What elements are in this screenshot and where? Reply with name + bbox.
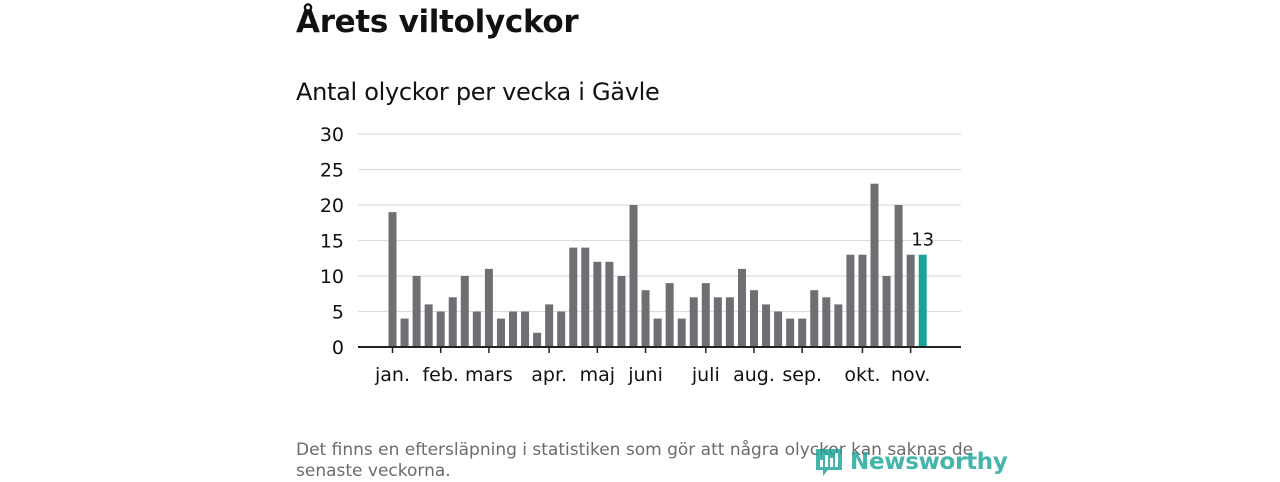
chart-title: Årets viltolyckor bbox=[296, 4, 579, 40]
y-tick-label: 0 bbox=[332, 337, 344, 359]
gridlines bbox=[358, 133, 961, 313]
bar bbox=[665, 283, 674, 347]
x-tick-label: juli bbox=[691, 364, 720, 386]
x-tick-label: juni bbox=[627, 364, 663, 386]
bar bbox=[834, 304, 843, 347]
bar-chart: 0 5 10 15 20 25 30 jan. feb. mars apr. maj juni juli… bbox=[320, 124, 961, 386]
bar bbox=[484, 268, 493, 347]
bar bbox=[906, 254, 915, 347]
bar bbox=[858, 254, 867, 347]
x-tick-label: apr. bbox=[531, 364, 567, 386]
y-tick-label: 25 bbox=[320, 160, 344, 182]
x-tick-label: nov. bbox=[891, 364, 930, 386]
bar bbox=[593, 261, 602, 347]
x-axis-ticks: jan. feb. mars apr. maj juni juli aug. sep. okt. n… bbox=[374, 347, 930, 386]
y-axis-ticks: 0 5 10 15 20 25 30 bbox=[320, 124, 344, 359]
bar bbox=[798, 318, 807, 347]
x-tick-label: mars bbox=[465, 364, 513, 386]
bar bbox=[774, 311, 783, 347]
bar bbox=[810, 290, 819, 347]
bar bbox=[533, 332, 542, 347]
bar bbox=[725, 297, 734, 347]
bar bbox=[822, 297, 831, 347]
y-tick-label: 10 bbox=[320, 266, 344, 288]
bar bbox=[677, 318, 686, 347]
x-tick-label: aug. bbox=[733, 364, 775, 386]
bar bbox=[605, 261, 614, 347]
bar bbox=[521, 311, 530, 347]
bar bbox=[737, 268, 746, 347]
bar bbox=[882, 276, 891, 347]
bar bbox=[460, 276, 469, 347]
newsworthy-logo-icon bbox=[816, 449, 842, 476]
y-tick-label: 15 bbox=[320, 231, 344, 253]
bar bbox=[653, 318, 662, 347]
bar bbox=[870, 183, 879, 347]
bar bbox=[436, 311, 445, 347]
chart-subtitle: Antal olyckor per vecka i Gävle bbox=[296, 78, 660, 106]
data-labels: 13 bbox=[911, 230, 934, 251]
bar bbox=[846, 254, 855, 347]
bar bbox=[509, 311, 517, 347]
y-tick-label: 5 bbox=[332, 302, 344, 324]
y-tick-label: 30 bbox=[320, 124, 344, 146]
bar bbox=[496, 318, 505, 347]
bar bbox=[762, 304, 771, 347]
bar bbox=[545, 304, 554, 347]
bar bbox=[617, 276, 626, 347]
bar bbox=[786, 318, 795, 347]
newsworthy-logo: Newsworthy bbox=[814, 446, 1008, 478]
bar bbox=[412, 276, 421, 347]
bar bbox=[388, 212, 397, 347]
bar bbox=[894, 205, 903, 347]
x-tick-label: maj bbox=[580, 364, 615, 386]
bar bbox=[641, 290, 650, 347]
bar bbox=[689, 297, 698, 347]
x-tick-label: jan. bbox=[374, 364, 410, 386]
newsworthy-logo-text: Newsworthy bbox=[850, 449, 1008, 475]
bar bbox=[581, 247, 590, 347]
x-tick-label: feb. bbox=[422, 364, 458, 386]
bar bbox=[400, 318, 409, 347]
bar-highlight bbox=[918, 254, 927, 347]
bar bbox=[713, 297, 722, 347]
data-label-last-week: 13 bbox=[911, 230, 934, 251]
bar bbox=[750, 290, 758, 347]
bar bbox=[629, 205, 638, 347]
x-tick-label: sep. bbox=[782, 364, 822, 386]
bar bbox=[557, 311, 566, 347]
x-tick-label: okt. bbox=[844, 364, 880, 386]
bar bbox=[701, 283, 710, 347]
footnote: Det finns en eftersläpning i statistiken… bbox=[296, 440, 974, 481]
bar bbox=[448, 297, 457, 347]
bar bbox=[424, 304, 433, 347]
bars bbox=[388, 183, 927, 347]
y-tick-label: 20 bbox=[320, 195, 344, 217]
bar bbox=[569, 247, 578, 347]
bar bbox=[472, 311, 481, 347]
